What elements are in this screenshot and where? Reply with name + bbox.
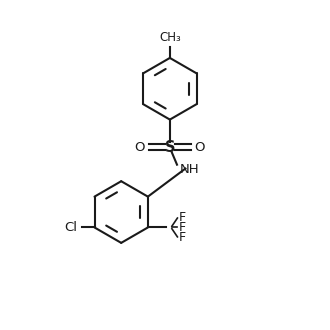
Text: S: S bbox=[165, 140, 175, 155]
Text: NH: NH bbox=[180, 163, 200, 176]
Text: F: F bbox=[179, 211, 185, 223]
Text: Cl: Cl bbox=[64, 221, 77, 234]
Text: F: F bbox=[179, 231, 185, 244]
Text: O: O bbox=[135, 141, 145, 154]
Text: F: F bbox=[179, 221, 185, 234]
Text: O: O bbox=[194, 141, 205, 154]
Text: CH₃: CH₃ bbox=[159, 31, 181, 44]
